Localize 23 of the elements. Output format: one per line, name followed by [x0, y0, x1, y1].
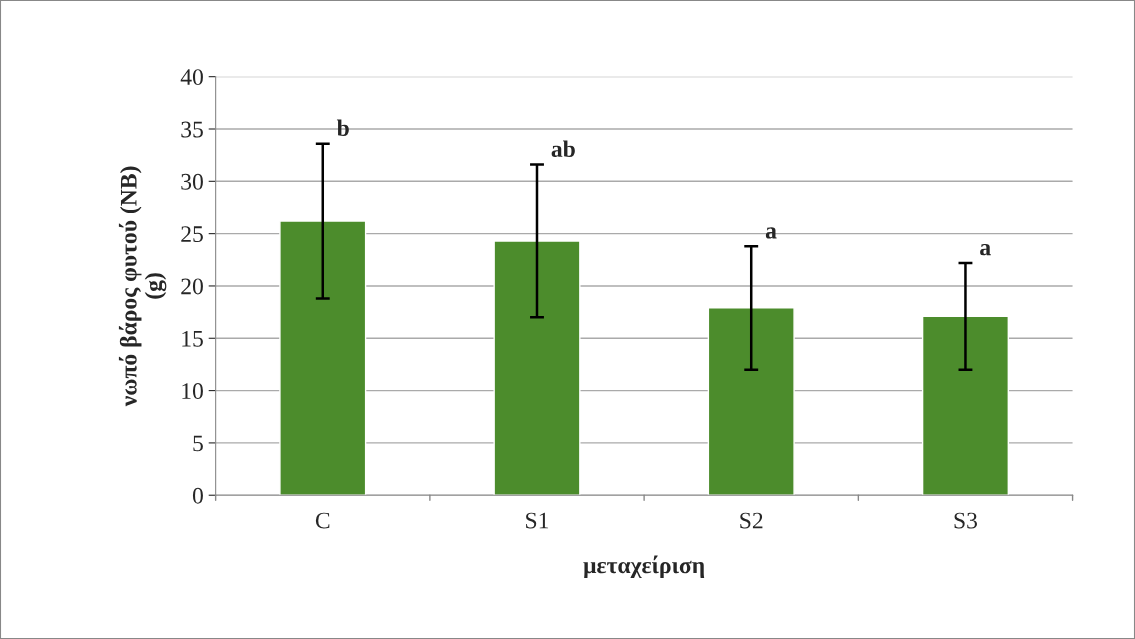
y-tick-label: 0	[192, 487, 203, 504]
annotation: b	[336, 119, 349, 137]
x-axis-title: μεταχείριση	[583, 555, 705, 579]
x-tick-label: C	[315, 512, 330, 529]
y-tick-label: 25	[181, 226, 203, 243]
x-tick-label: S3	[954, 512, 978, 529]
y-tick-label: 40	[180, 69, 203, 86]
bar	[493, 240, 581, 496]
x-tick-label: S2	[740, 512, 763, 529]
annotation: a	[980, 244, 991, 256]
y-tick-label: 35	[181, 121, 203, 138]
bar	[921, 315, 1010, 496]
y-tick-label: 10	[182, 383, 203, 400]
x-tick-label: S1	[526, 512, 549, 529]
y-tick-label: 20	[181, 278, 203, 295]
annotation: a	[765, 227, 777, 239]
y-tick-label: 30	[181, 173, 203, 190]
y-tick-label: 15	[182, 330, 203, 347]
y-axis-title: νωπό βάρος φυτού (NB) (g)	[118, 166, 167, 407]
y-tick-label: 5	[193, 435, 203, 452]
annotation: ab	[551, 140, 575, 157]
bar	[279, 220, 367, 496]
bar	[707, 307, 795, 496]
